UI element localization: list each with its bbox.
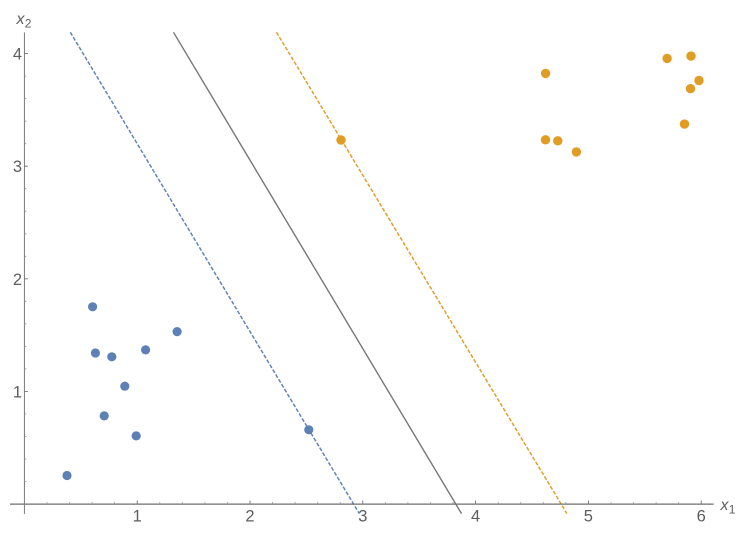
svg-text:1: 1	[729, 503, 736, 517]
svg-text:2: 2	[245, 507, 254, 525]
svg-text:x: x	[16, 11, 26, 28]
svg-text:3: 3	[13, 158, 22, 176]
svg-text:1: 1	[133, 507, 142, 525]
svg-text:x: x	[720, 497, 730, 514]
svg-text:2: 2	[13, 271, 22, 289]
svg-text:6: 6	[697, 507, 706, 525]
svg-text:4: 4	[13, 46, 22, 64]
svg-text:4: 4	[471, 507, 480, 525]
svg-text:2: 2	[25, 16, 32, 30]
svg-text:1: 1	[13, 383, 22, 401]
svg-text:5: 5	[584, 507, 593, 525]
svg-text:3: 3	[358, 507, 367, 525]
